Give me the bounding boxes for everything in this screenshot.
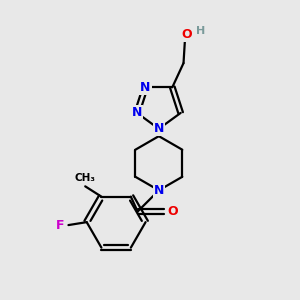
Text: N: N [140,81,151,94]
Text: CH₃: CH₃ [74,173,95,183]
Text: F: F [56,219,64,232]
Text: O: O [181,28,192,41]
Text: O: O [167,205,178,218]
Text: N: N [154,122,164,135]
Text: N: N [132,106,142,119]
Text: H: H [196,26,205,36]
Text: N: N [154,184,164,197]
